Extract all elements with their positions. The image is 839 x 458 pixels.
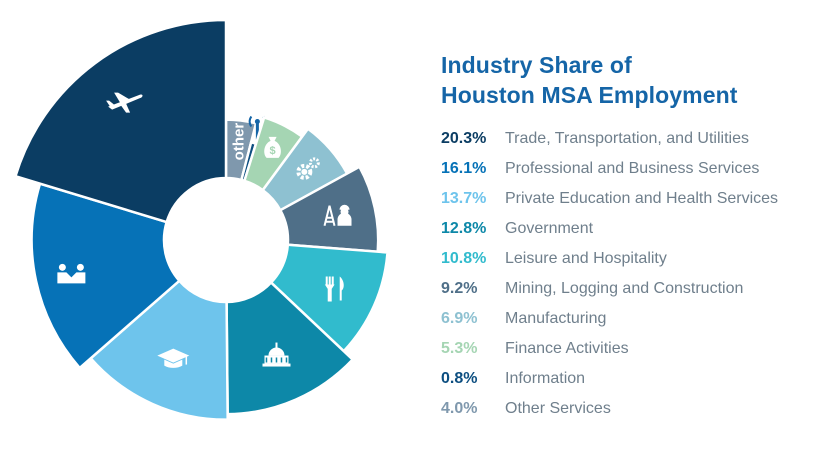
gears-icon bbox=[296, 157, 320, 180]
legend-pct: 5.3% bbox=[441, 340, 478, 357]
svg-text:other: other bbox=[230, 123, 247, 161]
legend-label: Mining, Logging and Construction bbox=[505, 280, 744, 297]
rose-donut-chart: other $ bbox=[13, 18, 389, 421]
capitol-icon bbox=[262, 342, 291, 367]
legend-pct: 4.0% bbox=[441, 400, 478, 417]
legend-label: Leisure and Hospitality bbox=[505, 250, 667, 267]
legend-pct: 10.8% bbox=[441, 250, 487, 267]
legend-pct: 20.3% bbox=[441, 130, 487, 147]
legend-pct: 16.1% bbox=[441, 160, 487, 177]
chart-title-line-1: Industry Share of bbox=[441, 52, 632, 78]
legend-label: Government bbox=[505, 220, 594, 237]
pie-slice bbox=[88, 279, 229, 421]
legend-label: Other Services bbox=[505, 400, 611, 417]
handshake-icon bbox=[57, 263, 86, 284]
fork-knife-icon bbox=[324, 276, 344, 302]
legend-pct: 6.9% bbox=[441, 310, 478, 327]
svg-text:$: $ bbox=[270, 145, 276, 157]
legend-pct: 13.7% bbox=[441, 190, 487, 207]
pie-slice bbox=[30, 182, 182, 370]
pie-slice bbox=[225, 280, 355, 416]
other-label: other bbox=[230, 123, 247, 161]
legend-label: Private Education and Health Services bbox=[505, 190, 779, 207]
airplane-icon bbox=[106, 92, 143, 113]
legend-label: Professional and Business Services bbox=[505, 160, 760, 177]
money-bag-icon: $ bbox=[264, 136, 281, 158]
legend-label: Information bbox=[505, 370, 586, 387]
legend-label: Finance Activities bbox=[505, 340, 629, 357]
legend-label: Trade, Transportation, and Utilities bbox=[505, 130, 749, 147]
legend-pct: 0.8% bbox=[441, 370, 478, 387]
donut-hole bbox=[165, 179, 287, 301]
graduation-cap-icon bbox=[157, 348, 190, 368]
chart-title-line-2: Houston MSA Employment bbox=[441, 82, 738, 108]
oil-rig-worker-icon bbox=[323, 204, 352, 226]
pie-slice bbox=[13, 18, 228, 224]
legend-label: Manufacturing bbox=[505, 310, 607, 327]
legend-pct: 12.8% bbox=[441, 220, 487, 237]
legend-pct: 9.2% bbox=[441, 280, 478, 297]
